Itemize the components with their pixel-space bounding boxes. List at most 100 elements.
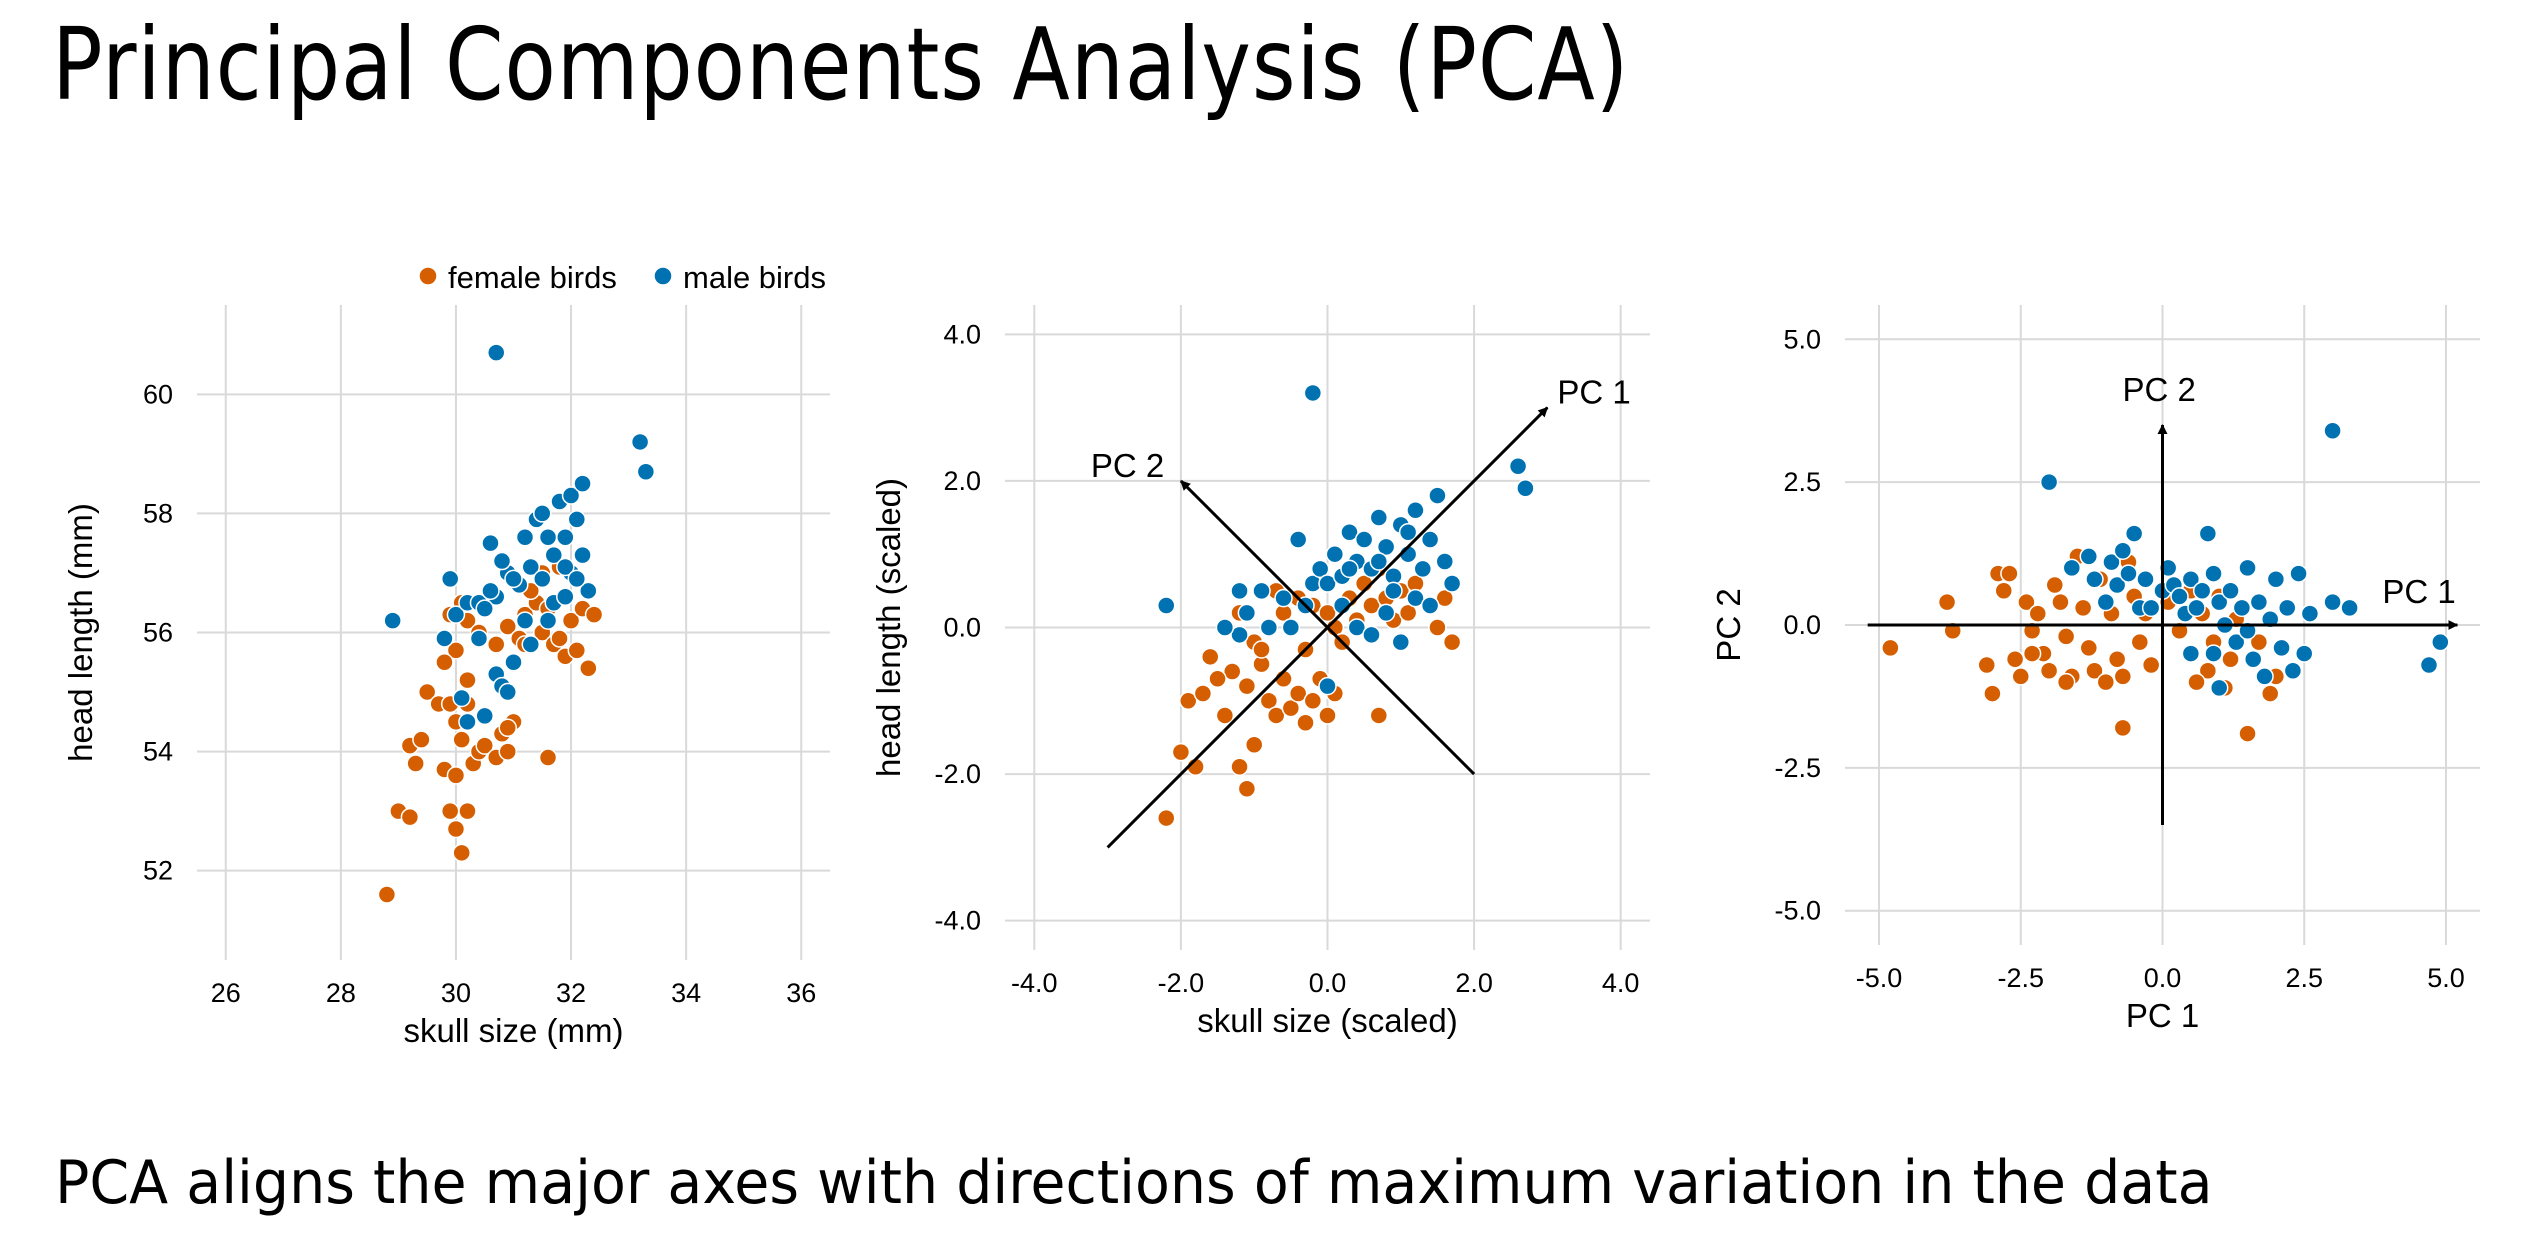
male-point bbox=[2209, 592, 2229, 612]
male-point bbox=[2226, 632, 2246, 652]
male-point bbox=[2243, 650, 2263, 669]
x-tick-label: 0.0 bbox=[1309, 968, 1347, 998]
female-point bbox=[1428, 618, 1447, 637]
male-point bbox=[452, 688, 471, 708]
pc-arrow-label: PC 1 bbox=[1557, 374, 1630, 411]
male-point bbox=[498, 682, 517, 702]
female-point bbox=[1237, 779, 1257, 798]
male-point bbox=[1252, 581, 1271, 601]
y-tick-label: 2.0 bbox=[943, 466, 981, 496]
x-tick-label: 2.5 bbox=[2285, 963, 2323, 993]
female-point bbox=[446, 819, 466, 839]
female-point bbox=[498, 742, 517, 761]
male-point bbox=[1398, 522, 1418, 542]
female-point bbox=[2113, 667, 2133, 686]
male-point bbox=[1420, 596, 1440, 615]
female-point bbox=[417, 682, 437, 702]
x-tick-label: -2.5 bbox=[1997, 963, 2044, 993]
male-point bbox=[2170, 587, 2189, 606]
female-point bbox=[475, 736, 494, 755]
male-point bbox=[2232, 598, 2252, 618]
female-point bbox=[412, 730, 431, 749]
male-point bbox=[1215, 618, 1235, 637]
male-point bbox=[1259, 618, 1279, 637]
female-point bbox=[1318, 706, 1337, 725]
male-point bbox=[383, 611, 402, 630]
female-point bbox=[1215, 706, 1235, 725]
male-point bbox=[2221, 581, 2240, 600]
female-point bbox=[584, 605, 604, 624]
male-point bbox=[2141, 598, 2161, 618]
slide-title: Principal Components Analysis (PCA) bbox=[52, 6, 1630, 123]
male-point bbox=[515, 611, 535, 630]
female-point bbox=[561, 611, 581, 630]
x-tick-label: 0.0 bbox=[2144, 963, 2182, 993]
pc-arrow-label: PC 2 bbox=[1091, 447, 1164, 484]
female-point bbox=[400, 807, 420, 827]
male-point bbox=[636, 462, 656, 481]
female-point bbox=[2107, 650, 2127, 669]
male-point bbox=[544, 545, 564, 565]
female-point bbox=[1369, 706, 1389, 725]
female-point bbox=[2113, 718, 2133, 738]
male-point bbox=[2272, 638, 2291, 658]
female-point bbox=[2022, 644, 2042, 663]
x-tick-label: 4.0 bbox=[1602, 968, 1640, 998]
male-point bbox=[1157, 596, 1176, 615]
male-point bbox=[1369, 552, 1389, 571]
chart-3-principal-components: -5.0 -2.5 0.0 2.5 5.0 -5.0 -2.5 0.0 2.5 5.0 PC 1 PC… bbox=[1710, 305, 2480, 1034]
female-point bbox=[2130, 632, 2150, 652]
y-axis-label: head length (mm) bbox=[62, 503, 99, 762]
male-point bbox=[1413, 559, 1433, 579]
female-point bbox=[2260, 684, 2280, 703]
male-point bbox=[2283, 661, 2303, 680]
female-point bbox=[1318, 603, 1337, 623]
female-point bbox=[538, 748, 558, 767]
male-point bbox=[2102, 552, 2121, 572]
female-point bbox=[2000, 564, 2019, 583]
slide-caption: PCA aligns the major axes with direction… bbox=[55, 1148, 2213, 1218]
male-point bbox=[1325, 544, 1345, 564]
male-point bbox=[2085, 570, 2104, 589]
chart-1-skull-vs-head: 26 28 30 32 34 36 52 54 56 58 60 skull size (mm) hea… bbox=[62, 305, 830, 1049]
y-tick-label: 0.0 bbox=[1783, 610, 1821, 640]
male-point bbox=[492, 551, 512, 571]
male-point bbox=[1376, 537, 1396, 557]
female-point bbox=[1193, 684, 1213, 703]
female-point bbox=[435, 653, 454, 672]
male-point bbox=[1406, 588, 1425, 608]
male-point bbox=[2300, 604, 2320, 623]
female-point bbox=[2005, 650, 2025, 669]
male-point bbox=[1376, 603, 1396, 623]
female-point bbox=[567, 641, 587, 660]
male-point bbox=[1318, 676, 1337, 696]
pc-arrow-label: PC 1 bbox=[2382, 573, 2455, 610]
male-point bbox=[1354, 530, 1374, 549]
male-point bbox=[1369, 508, 1389, 527]
male-point bbox=[567, 510, 587, 529]
male-point bbox=[1318, 574, 1337, 593]
male-point bbox=[579, 581, 598, 601]
male-point bbox=[2294, 644, 2314, 663]
male-point bbox=[2198, 524, 2218, 543]
male-point bbox=[561, 486, 581, 505]
female-point bbox=[1994, 581, 2013, 600]
female-point bbox=[550, 629, 569, 648]
female-point bbox=[377, 885, 397, 904]
female-point bbox=[446, 641, 466, 660]
y-tick-label: -2.0 bbox=[934, 759, 981, 789]
female-point bbox=[579, 658, 598, 678]
female-point bbox=[2085, 661, 2104, 680]
female-point bbox=[498, 617, 517, 636]
male-point bbox=[1406, 500, 1425, 520]
female-point bbox=[1937, 592, 1957, 612]
male-point bbox=[2119, 564, 2138, 583]
female-point bbox=[2079, 638, 2099, 658]
y-tick-label: 5.0 bbox=[1783, 324, 1821, 354]
male-point bbox=[2204, 644, 2223, 663]
male-point bbox=[475, 599, 494, 618]
male-point bbox=[469, 629, 489, 648]
male-point bbox=[481, 533, 500, 553]
male-point bbox=[2204, 564, 2223, 583]
male-point bbox=[1442, 574, 1462, 593]
